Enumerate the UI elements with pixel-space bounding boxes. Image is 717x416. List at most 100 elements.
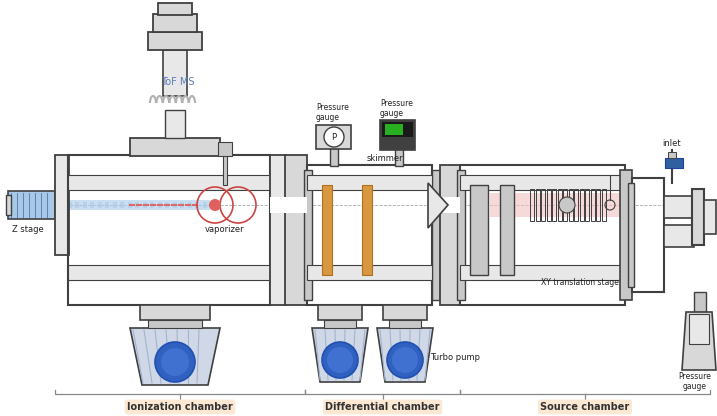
Bar xyxy=(202,202,206,208)
Bar xyxy=(82,202,87,208)
Bar xyxy=(632,178,664,292)
Bar xyxy=(68,175,270,190)
Text: Differential chamber: Differential chamber xyxy=(326,402,440,412)
Text: vaporizer: vaporizer xyxy=(205,225,244,234)
Bar xyxy=(180,202,184,208)
Circle shape xyxy=(155,342,195,382)
Bar xyxy=(188,202,191,208)
Bar xyxy=(362,185,372,275)
Bar xyxy=(307,165,432,305)
Bar xyxy=(285,155,307,305)
Bar xyxy=(140,305,210,320)
Bar xyxy=(460,175,625,190)
Polygon shape xyxy=(312,328,368,382)
Bar xyxy=(120,202,124,208)
Bar xyxy=(602,189,605,221)
Bar xyxy=(574,189,578,221)
Bar xyxy=(382,122,413,137)
Bar xyxy=(460,165,625,305)
Circle shape xyxy=(392,347,418,373)
Text: inlet: inlet xyxy=(663,139,681,148)
Bar xyxy=(128,202,131,208)
Bar xyxy=(143,202,146,208)
Bar xyxy=(704,200,716,234)
Bar xyxy=(324,320,356,328)
Bar xyxy=(135,202,139,208)
Bar xyxy=(585,189,589,221)
Bar xyxy=(55,155,69,255)
Circle shape xyxy=(209,199,221,211)
Bar xyxy=(150,202,154,208)
Circle shape xyxy=(324,127,344,147)
Bar xyxy=(385,124,403,135)
Bar xyxy=(195,202,199,208)
Bar xyxy=(558,189,561,221)
Text: Pressure
gauge: Pressure gauge xyxy=(316,103,349,122)
Bar xyxy=(130,138,220,156)
Bar xyxy=(8,191,55,219)
Bar xyxy=(541,189,545,221)
Bar xyxy=(173,202,176,208)
Bar xyxy=(90,202,94,208)
Bar xyxy=(8,191,55,219)
Bar xyxy=(148,320,202,328)
Bar xyxy=(380,120,415,150)
Bar xyxy=(218,142,232,156)
Polygon shape xyxy=(682,312,716,370)
Polygon shape xyxy=(377,328,433,382)
Bar xyxy=(75,202,79,208)
Bar xyxy=(270,197,286,213)
Text: XY translation stage: XY translation stage xyxy=(541,278,619,287)
Bar xyxy=(153,14,197,32)
Text: ToF MS: ToF MS xyxy=(161,77,195,87)
Bar xyxy=(307,265,432,280)
Bar xyxy=(457,170,465,300)
Bar xyxy=(596,189,600,221)
Bar xyxy=(470,185,488,275)
Bar xyxy=(55,200,210,210)
Bar xyxy=(591,189,594,221)
Bar xyxy=(270,155,286,305)
Bar xyxy=(664,196,694,218)
Bar xyxy=(668,152,676,158)
Bar xyxy=(68,265,270,280)
Text: Ionization chamber: Ionization chamber xyxy=(127,402,233,412)
Text: Pressure
gauge: Pressure gauge xyxy=(678,372,711,391)
Bar xyxy=(689,314,709,344)
Bar xyxy=(165,110,185,138)
Bar xyxy=(440,197,460,213)
Bar xyxy=(546,189,551,221)
Bar xyxy=(304,170,312,300)
Bar xyxy=(150,95,200,111)
Circle shape xyxy=(559,197,575,213)
Bar xyxy=(694,292,706,312)
Bar xyxy=(307,175,432,190)
Bar xyxy=(148,32,202,50)
Text: Source chamber: Source chamber xyxy=(541,402,630,412)
Bar xyxy=(432,170,440,300)
Circle shape xyxy=(327,347,353,373)
Bar xyxy=(163,50,187,96)
Text: Z stage: Z stage xyxy=(12,225,44,234)
Bar xyxy=(665,158,683,168)
Bar xyxy=(318,305,362,320)
Bar xyxy=(664,225,694,247)
Bar xyxy=(440,165,460,305)
Bar xyxy=(563,189,567,221)
Text: Turbo pump: Turbo pump xyxy=(430,354,480,362)
Bar xyxy=(113,202,116,208)
Bar xyxy=(158,3,192,15)
Bar xyxy=(530,189,534,221)
Text: P: P xyxy=(331,133,336,141)
Bar xyxy=(316,125,351,149)
Bar xyxy=(165,202,169,208)
Bar xyxy=(6,195,11,215)
Polygon shape xyxy=(428,183,448,228)
Bar xyxy=(158,202,161,208)
Bar xyxy=(223,155,227,185)
Bar xyxy=(60,202,64,208)
Bar xyxy=(395,148,403,166)
Bar xyxy=(330,148,338,166)
Bar xyxy=(383,305,427,320)
Text: Pressure
gauge: Pressure gauge xyxy=(380,99,413,118)
